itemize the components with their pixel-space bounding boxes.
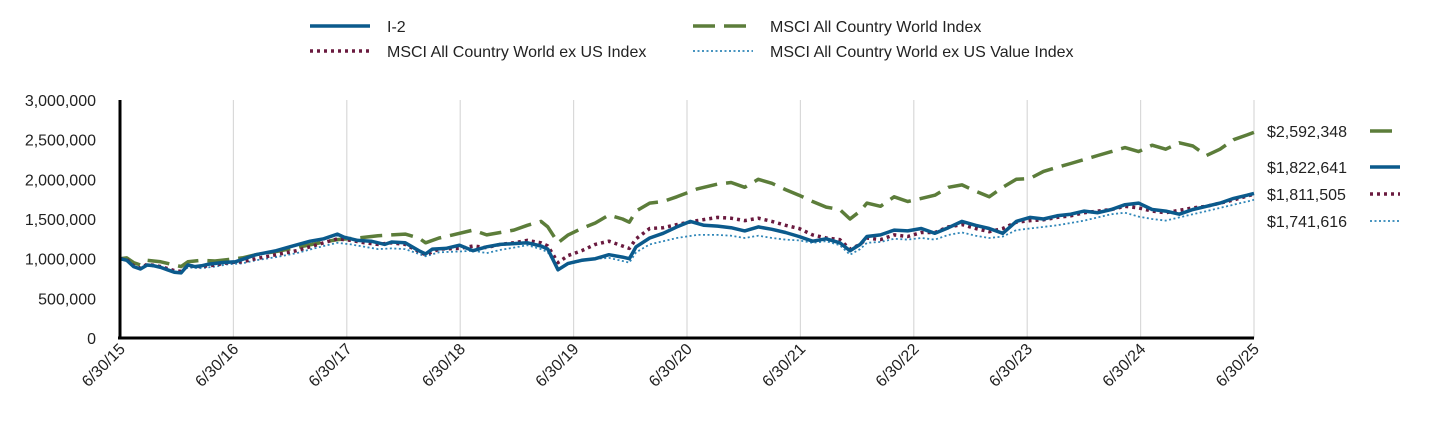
y-tick-label: 2,500,000 xyxy=(25,133,96,150)
x-tick-label: 6/30/25 xyxy=(1213,341,1263,391)
x-tick-label: 6/30/24 xyxy=(1100,341,1150,391)
end-value-label: $2,592,348 xyxy=(1267,124,1347,141)
series-lines xyxy=(119,130,1255,275)
y-tick-label: 1,000,000 xyxy=(25,252,96,269)
x-tick-label: 6/30/18 xyxy=(419,341,469,391)
x-tick-label: 6/30/22 xyxy=(873,341,923,391)
end-value-labels: $2,592,348 $1,822,641 $1,811,505 $1,741,616 xyxy=(1267,124,1400,231)
legend-label: I-2 xyxy=(387,19,406,36)
end-value-label: $1,822,641 xyxy=(1267,160,1347,177)
end-value-label: $1,741,616 xyxy=(1267,214,1347,231)
end-value-label: $1,811,505 xyxy=(1267,187,1346,204)
x-tick-label: 6/30/15 xyxy=(79,341,129,391)
x-tick-label: 6/30/20 xyxy=(646,341,696,391)
x-tick-label: 6/30/16 xyxy=(192,341,242,391)
legend-label: MSCI All Country World ex US Value Index xyxy=(770,44,1074,61)
y-tick-label: 1,500,000 xyxy=(25,212,96,229)
y-tick-label: 2,000,000 xyxy=(25,172,96,189)
y-tick-label: 3,000,000 xyxy=(25,93,96,110)
series-line-0 xyxy=(119,191,1255,275)
y-axis-tick-labels: 0 500,000 1,000,000 1,500,000 2,000,000 2,500… xyxy=(25,93,96,348)
y-tick-label: 500,000 xyxy=(38,291,96,308)
axes xyxy=(118,100,1254,340)
x-tick-label: 6/30/21 xyxy=(759,341,809,391)
legend-label: MSCI All Country World ex US Index xyxy=(387,44,646,61)
vertical-gridlines xyxy=(232,100,1255,338)
x-tick-label: 6/30/19 xyxy=(533,341,583,391)
x-tick-label: 6/30/17 xyxy=(306,341,356,391)
series-line-3 xyxy=(119,198,1255,274)
y-tick-label: 0 xyxy=(87,331,96,348)
x-tick-label: 6/30/23 xyxy=(986,341,1036,391)
legend-label: MSCI All Country World Index xyxy=(770,19,981,36)
x-axis-tick-labels: 6/30/15 6/30/16 6/30/17 6/30/18 6/30/19 6/30/… xyxy=(79,341,1263,391)
legend: I-2 MSCI All Country World Index MSCI All … xyxy=(310,19,1074,61)
